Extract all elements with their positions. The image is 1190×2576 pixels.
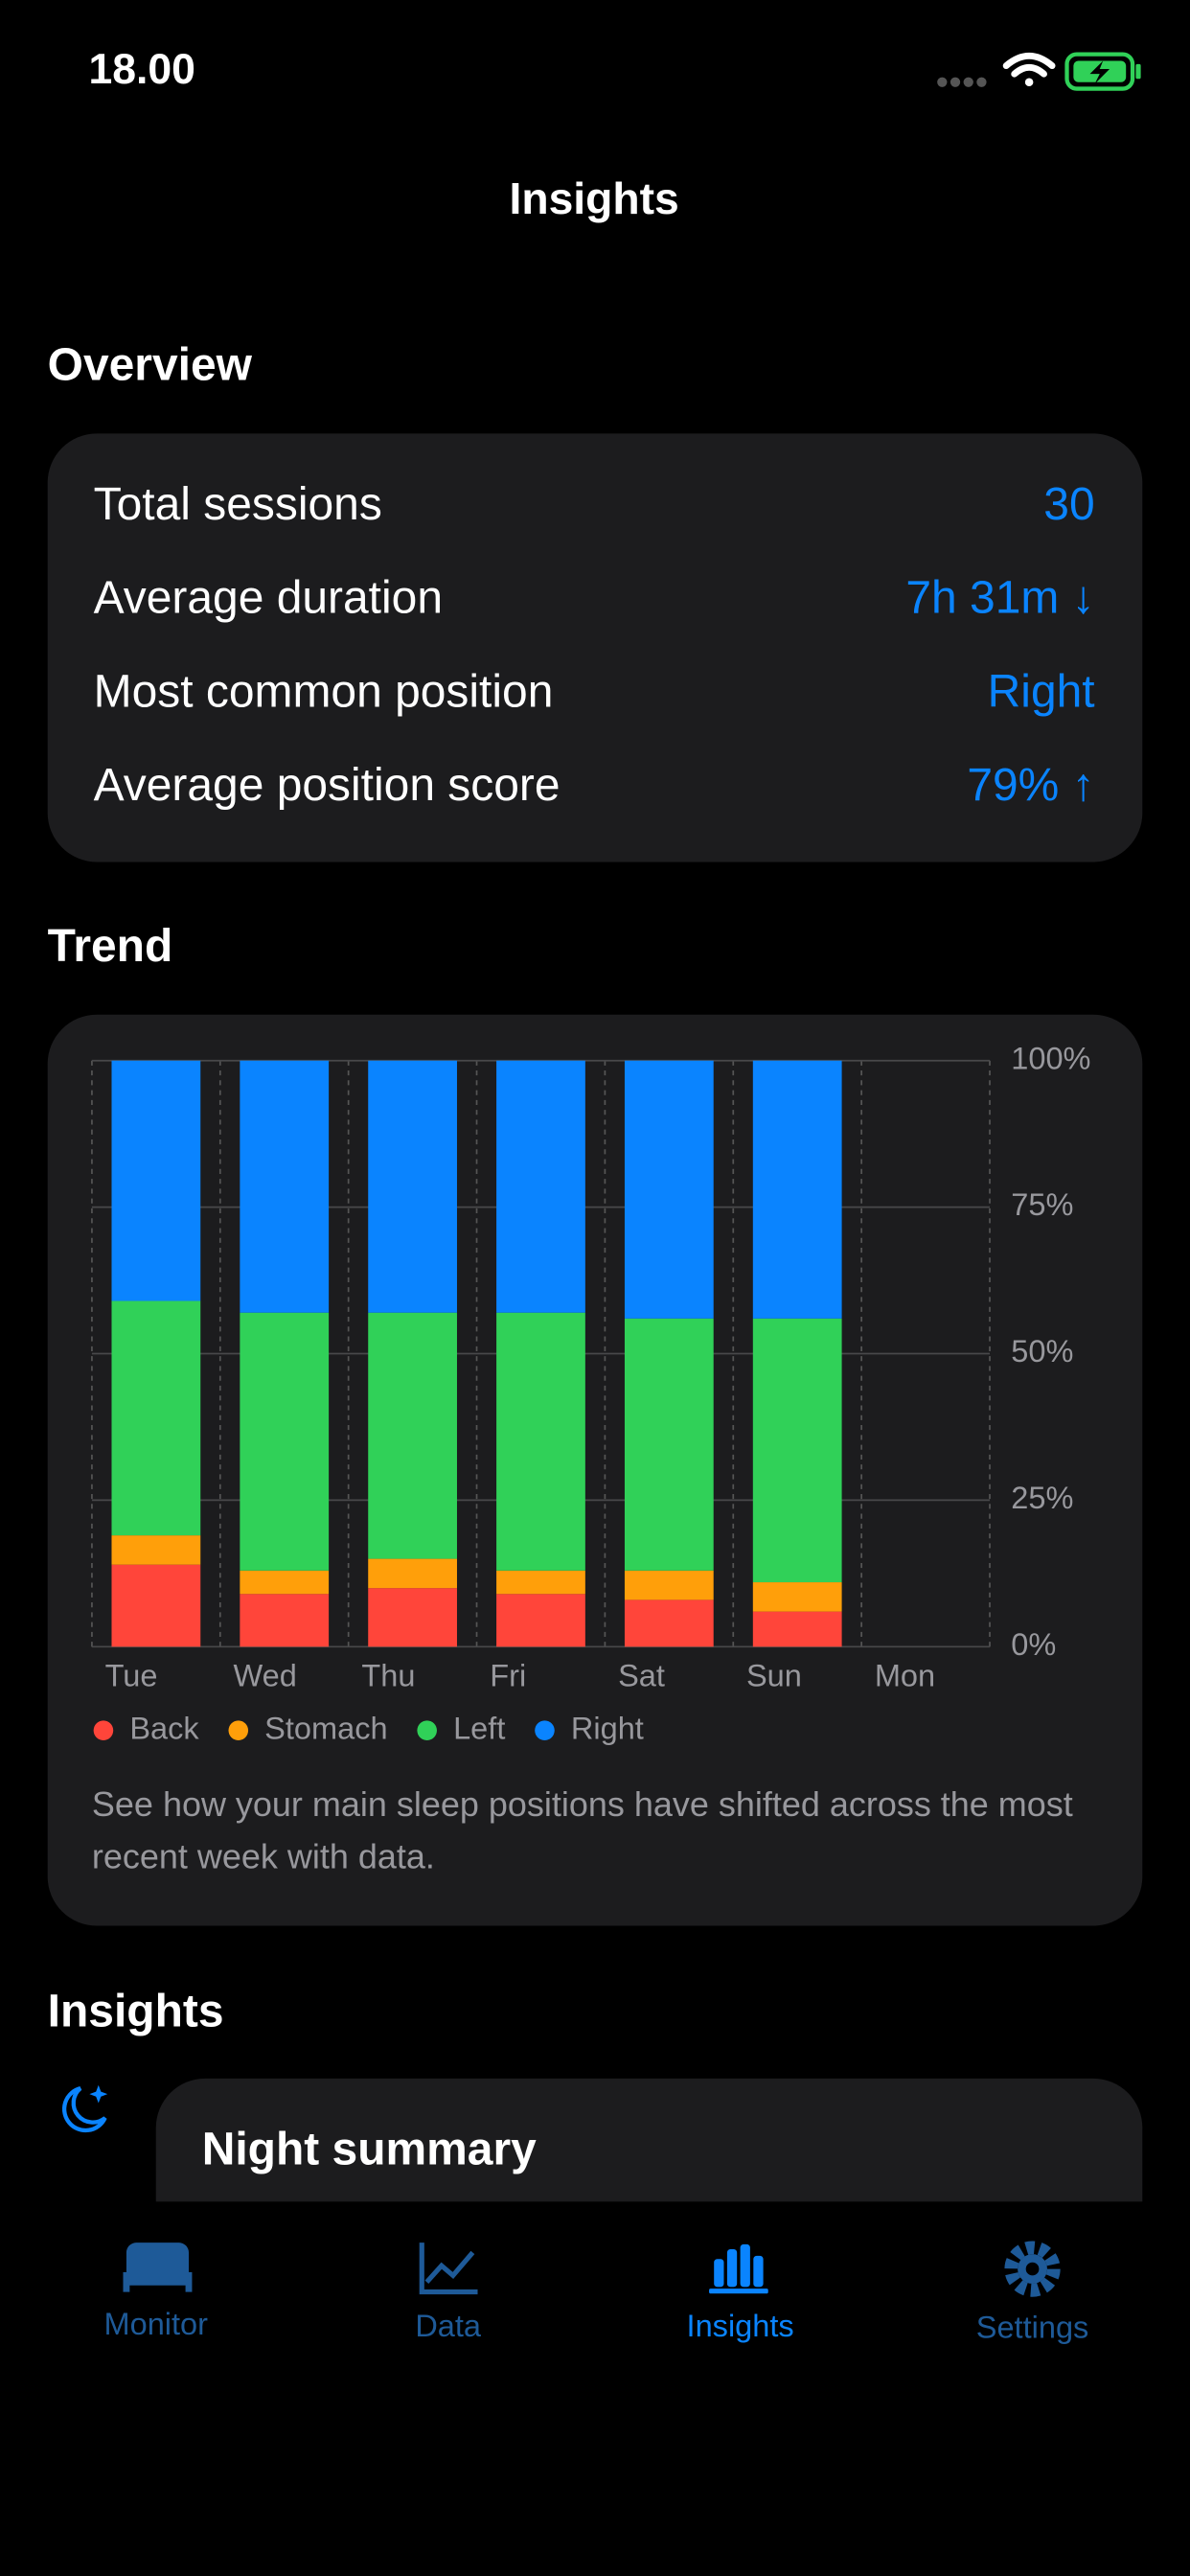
section-heading: Trend <box>48 921 173 972</box>
overview-card <box>47 433 1143 862</box>
bar-segment <box>496 1594 585 1647</box>
bar-segment <box>368 1558 457 1589</box>
legend-swatch <box>535 1720 555 1740</box>
signal <box>937 77 987 87</box>
bar-segment <box>496 1570 585 1595</box>
x-tick-label: Sun <box>746 1658 802 1692</box>
row-value: Right <box>988 666 1095 717</box>
x-tick-label: Fri <box>490 1658 526 1692</box>
bar-segment <box>496 1060 585 1313</box>
wifi <box>1002 52 1056 87</box>
row-label: Average position score <box>94 760 561 811</box>
trend-caption: See how your main sleep positions have s… <box>91 1785 1073 1877</box>
battery <box>1064 52 1141 91</box>
x-tick-label: Mon <box>875 1658 935 1692</box>
legend-label: Right <box>571 1711 644 1745</box>
bar-segment <box>624 1570 714 1600</box>
tab-monitor[interactable]: Monitor <box>104 2242 209 2341</box>
row-label: Total sessions <box>94 479 382 530</box>
bar-segment <box>240 1060 330 1313</box>
bar-segment <box>752 1611 842 1647</box>
x-tick-label: Tue <box>105 1658 158 1692</box>
nav-title: Insights <box>509 173 678 223</box>
tab-settings[interactable]: Settings <box>976 2241 1089 2345</box>
row-value: 79% ↑ <box>967 760 1094 811</box>
bar-segment <box>624 1599 714 1647</box>
y-tick-label: 75% <box>1011 1187 1073 1222</box>
x-tick-label: Sat <box>618 1658 665 1692</box>
bar-segment <box>368 1312 457 1559</box>
bar-segment <box>111 1060 201 1301</box>
legend-label: Stomach <box>264 1711 387 1745</box>
bar-segment <box>111 1535 201 1565</box>
bar-segment <box>752 1318 842 1583</box>
x-tick-label: Wed <box>234 1658 297 1692</box>
row-label: Average duration <box>94 573 443 624</box>
bar-segment <box>240 1312 330 1571</box>
bar-segment <box>624 1060 714 1319</box>
row-value: 7h 31m ↓ <box>905 573 1094 624</box>
tab-label: Monitor <box>104 2307 209 2341</box>
y-tick-label: 100% <box>1011 1041 1090 1075</box>
bar-segment <box>496 1312 585 1571</box>
y-tick-label: 50% <box>1011 1334 1073 1368</box>
bar-segment <box>368 1588 457 1647</box>
section-heading: Overview <box>48 339 253 390</box>
bar-segment <box>240 1594 330 1647</box>
tab-bar <box>0 2201 1190 2576</box>
caption-box: See how your main sleep positions have s… <box>91 1785 1073 1877</box>
legend-swatch <box>417 1720 437 1740</box>
bar-segment <box>111 1300 201 1536</box>
bar-segment <box>624 1318 714 1571</box>
section-heading: Insights <box>48 1987 224 2037</box>
row-value: 30 <box>1043 479 1094 530</box>
tab-label: Data <box>415 2309 482 2343</box>
insight-card-title: Night summary <box>202 2125 537 2175</box>
tab-label: Settings <box>976 2311 1089 2345</box>
legend-label: Back <box>129 1711 199 1745</box>
tab-data[interactable]: Data <box>415 2242 482 2343</box>
bar-segment <box>752 1060 842 1319</box>
tab-insights[interactable]: Insights <box>687 2243 794 2343</box>
moon-icon <box>62 2084 108 2133</box>
bar-segment <box>111 1564 201 1647</box>
status-time: 18.00 <box>89 46 195 93</box>
tab-label: Insights <box>687 2309 794 2343</box>
row-label: Most common position <box>94 666 554 717</box>
legend-swatch <box>93 1720 114 1740</box>
y-tick-label: 0% <box>1011 1627 1056 1662</box>
legend-swatch <box>228 1720 249 1740</box>
legend-label: Left <box>453 1711 505 1745</box>
y-tick-label: 25% <box>1011 1481 1073 1515</box>
bar-segment <box>368 1060 457 1313</box>
bar-segment <box>752 1582 842 1612</box>
bar-segment <box>240 1570 330 1595</box>
x-tick-label: Thu <box>361 1658 415 1692</box>
